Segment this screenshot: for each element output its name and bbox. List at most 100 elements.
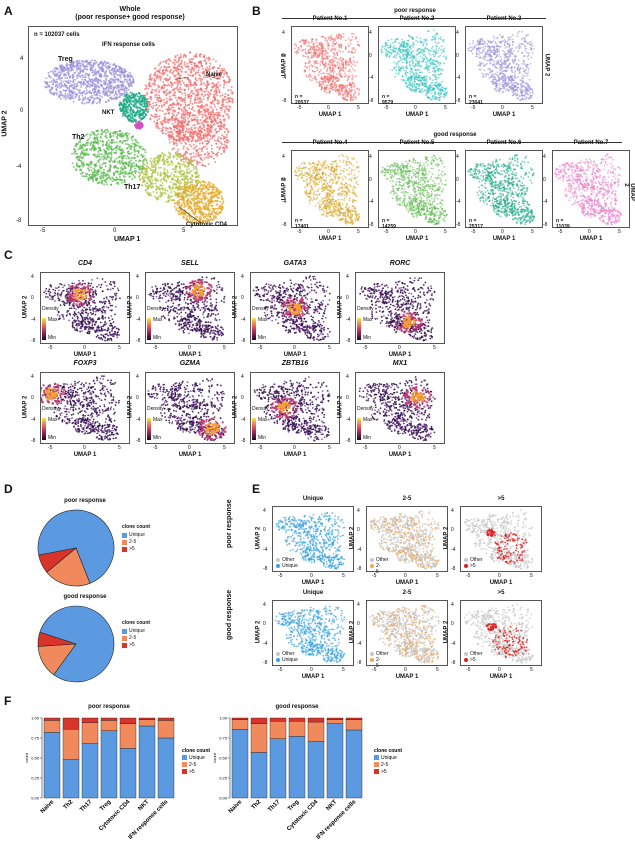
d-title-1: good response (30, 594, 140, 600)
e-umap-0-2 (463, 509, 534, 570)
c-xlabel-2: UMAP 1 (250, 352, 340, 358)
c-ytick-2-0: 4 (241, 274, 244, 280)
b-xlabel-good-2: UMAP 1 (465, 236, 543, 242)
c-ytick-6-2: -4 (241, 417, 245, 423)
b-ytick-good-3-2: -4 (543, 199, 547, 205)
c-ytick-6-0: 4 (241, 374, 244, 380)
e-xlabel-1-1: UMAP 1 (366, 674, 448, 680)
e-ytick-0-2-3: -8 (451, 566, 455, 572)
b-xtick-poor-2-1: 0 (501, 105, 504, 111)
b-frame-poor-1 (378, 26, 456, 104)
c-xlabel-3: UMAP 1 (355, 352, 445, 358)
e-ytick-0-1-2: -4 (357, 547, 361, 553)
b-ytick-good-3-3: -8 (543, 222, 547, 228)
panel-a-umap (43, 51, 234, 225)
f-bar-1-2-0 (269, 738, 287, 799)
e-legend-other-0-2: Other (470, 557, 483, 563)
c-xtick-3-1: 0 (398, 345, 401, 351)
b-poor-header: poor response (290, 8, 540, 14)
f-bar-0-0-0 (43, 732, 61, 799)
d-slice-1-0 (39, 605, 115, 683)
c-ytick-3-3: -8 (346, 338, 350, 344)
f-ylabel-1: count (212, 752, 217, 763)
b-title-good-1: Patient No.5 (378, 140, 456, 146)
f-bar-0-2-2 (81, 717, 99, 724)
b-xtick-poor-1-1: 0 (414, 105, 417, 111)
b-umap-good-3 (553, 153, 623, 226)
b-xtick-good-3-1: 0 (588, 229, 591, 235)
f-bar-1-6-1 (345, 719, 363, 731)
c-ytick-7-3: -8 (346, 438, 350, 444)
c-ylabel-5: UMAP 2 (127, 396, 133, 419)
b-ytick-good-2-2: -4 (456, 199, 460, 205)
c-legend-bar-5 (147, 418, 151, 440)
e-legend-item-0-0: Unique (282, 563, 298, 569)
e-row-label-poor: poor response (226, 499, 233, 548)
e-xtick-1-1-0: -5 (372, 667, 376, 673)
f-xtick-0-0: Naive (40, 799, 56, 815)
b-n-poor-1: n = 9579 (382, 94, 393, 106)
panel-a-title-1: Whole (30, 6, 230, 13)
b-xtick-poor-2-0: -5 (471, 105, 475, 111)
f-bar-0-5-1 (138, 719, 156, 727)
b-umap-poor-0 (293, 32, 361, 102)
f-bar-1-1-1 (250, 723, 268, 753)
e-legend-dot-1-2 (464, 658, 468, 662)
c-xlabel-6: UMAP 1 (250, 452, 340, 458)
a-xtick-1: 0 (113, 228, 116, 234)
c-xtick-4-1: 0 (83, 445, 86, 451)
b-ytick-good-0-2: -4 (282, 199, 286, 205)
b-n-poor-0: n = 20537 (295, 94, 309, 106)
b-xtick-poor-0-0: -5 (297, 105, 301, 111)
f-ytick-1-4: 0.00 (219, 796, 228, 801)
e-xtick-1-0-1: 0 (310, 667, 313, 673)
a-ytick-1: 0 (20, 108, 23, 114)
f-xtick-0-1: Th2 (63, 799, 75, 811)
b-xtick-good-2-0: -5 (471, 229, 475, 235)
b-xlabel-poor-1: UMAP 1 (378, 112, 456, 118)
c-ytick-3-0: 4 (346, 274, 349, 280)
b-n-good-3: n = 11039 (556, 218, 570, 230)
e-legend-item-1-0: Unique (282, 657, 298, 663)
c-ylabel-2: UMAP 2 (232, 296, 238, 319)
e-legend-item-0-1: 2-5 (376, 563, 380, 575)
f-chart-0: 1.00 0.75 0.50 0.25 0.00 count Naive Th2 Th17 Tre… (24, 716, 210, 841)
b-title-good-2: Patient No.6 (465, 140, 543, 146)
c-xtick-7-2: 5 (433, 445, 436, 451)
e-frame-1-0 (272, 600, 354, 666)
b-xtick-good-2-2: 5 (531, 229, 534, 235)
e-xtick-1-1-1: 0 (404, 667, 407, 673)
f-title-good: good response (232, 704, 362, 710)
b-ytick-poor-2-2: -4 (456, 75, 460, 81)
f-legend-swatch-0-0 (182, 755, 187, 760)
d-legend-swatch-0-1 (122, 540, 127, 545)
c-legend-max-1: Max (153, 317, 162, 323)
e-legend-dot-0-2 (464, 564, 468, 568)
d-legend-title-0: clone count (122, 524, 150, 530)
b-xtick-poor-1-0: -5 (384, 105, 388, 111)
e-title-0-0: Unique (272, 496, 354, 502)
f-legend-swatch-0-2 (182, 769, 187, 774)
c-gene-3: RORC (355, 260, 445, 267)
c-ylabel-6: UMAP 2 (232, 396, 238, 419)
c-xlabel-1: UMAP 1 (145, 352, 235, 358)
b-xtick-good-1-2: 5 (444, 229, 447, 235)
c-ytick-6-3: -8 (241, 438, 245, 444)
e-frame-0-1 (366, 506, 448, 572)
b-xlabel-good-1: UMAP 1 (378, 236, 456, 242)
c-legend-min-4: Min (48, 435, 56, 441)
e-ytick-0-0-3: -8 (263, 566, 267, 572)
c-density-5 (147, 378, 227, 442)
c-ytick-4-2: -4 (31, 417, 35, 423)
b-good-line (282, 142, 622, 143)
c-ytick-1-3: -8 (136, 338, 140, 344)
f-bar-0-1-2 (62, 717, 80, 730)
e-ytick-0-2-1: 0 (451, 527, 454, 533)
f-legend-title-0: clone count (182, 748, 210, 754)
e-frame-1-2 (460, 600, 542, 666)
c-legend-max-3: Max (363, 317, 372, 323)
e-legend-dot-other-0-0 (276, 558, 280, 562)
c-ytick-7-0: 4 (346, 374, 349, 380)
c-legend-title-6: Density (252, 406, 269, 412)
e-ylabel-0-0: UMAP 2 (255, 527, 261, 550)
